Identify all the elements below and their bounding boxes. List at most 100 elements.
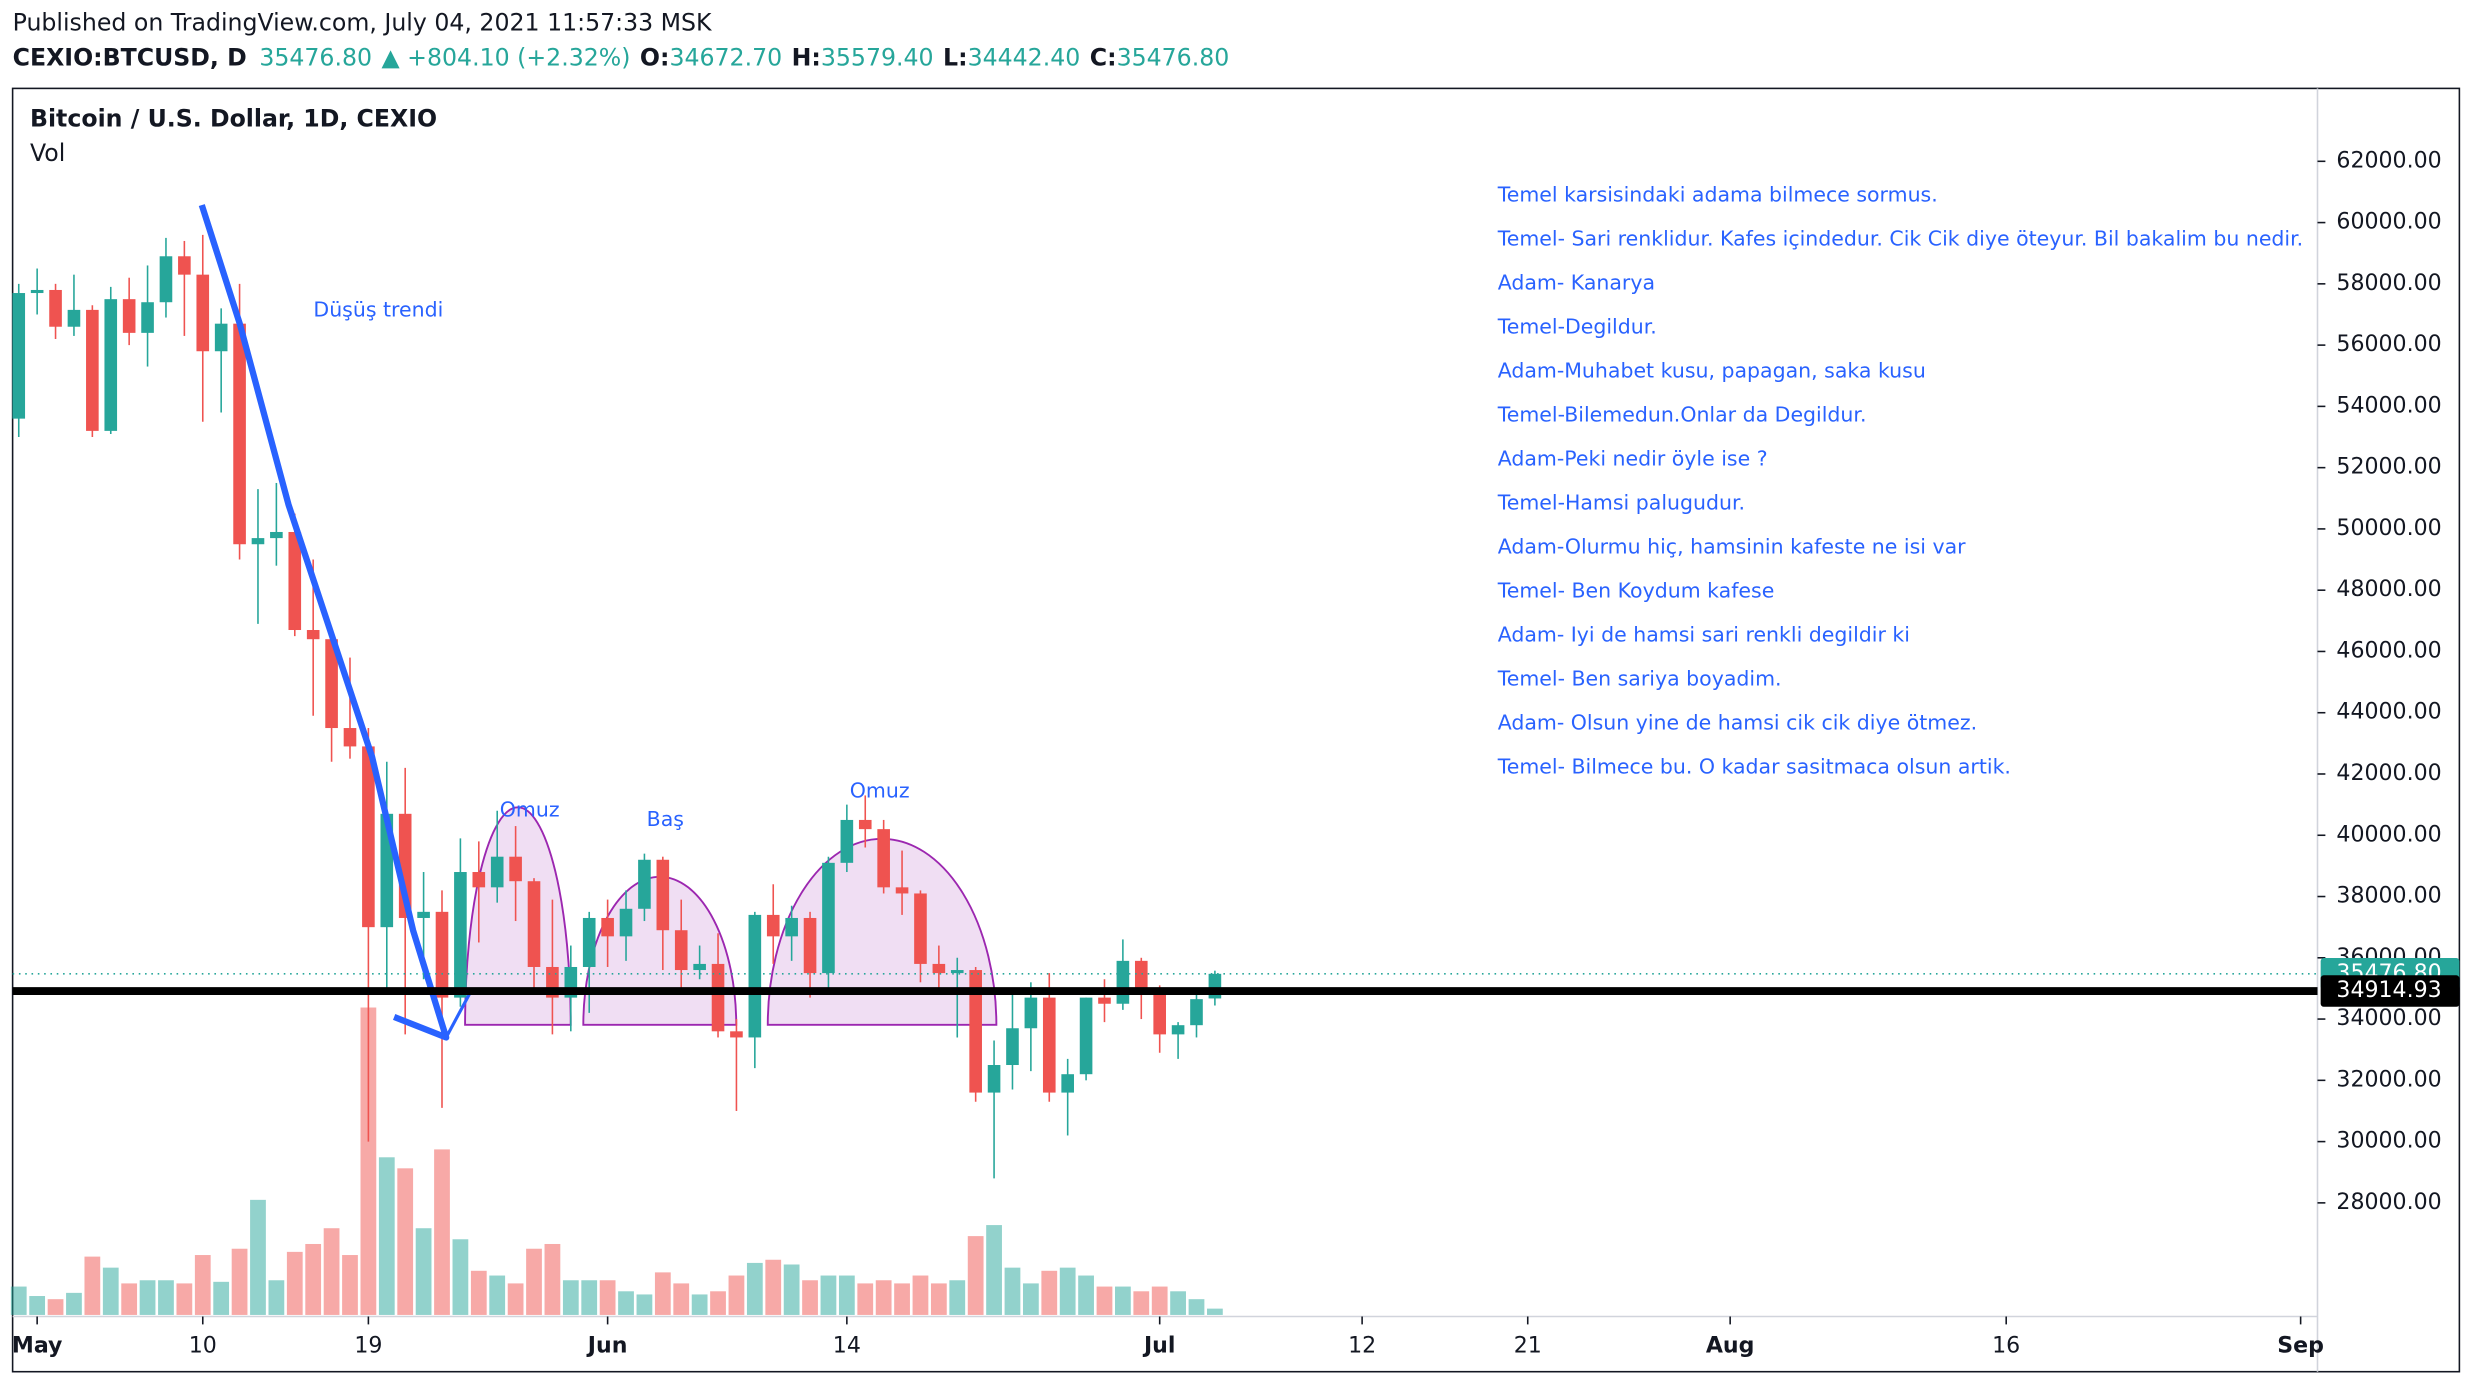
volume-bar: [728, 1275, 745, 1315]
x-tick-label: Jun: [586, 1333, 628, 1358]
volume-bar: [894, 1283, 910, 1315]
x-tick-label: Jul: [1142, 1333, 1175, 1358]
candle-body: [1098, 997, 1111, 1004]
chart-frame: [11, 87, 2461, 1373]
x-tick-label: 12: [1348, 1333, 1376, 1358]
candle-body: [67, 309, 81, 327]
y-tick-label: 50000.00: [2336, 516, 2441, 541]
x-tick-label: Aug: [1706, 1333, 1755, 1358]
candle-body: [270, 531, 283, 539]
pattern-label: Düşüş trendi: [313, 298, 443, 322]
candle-body: [822, 862, 835, 974]
ohlc-key: L:: [943, 43, 968, 71]
y-tick-label: 58000.00: [2336, 271, 2441, 296]
volume-bar: [710, 1291, 726, 1315]
candle-body: [711, 963, 725, 1032]
volume-bar: [1133, 1291, 1150, 1315]
candle-body: [472, 872, 486, 888]
pattern-label: Omuz: [850, 779, 910, 803]
annotation-line: Temel- Ben Koydum kafese: [1497, 578, 1775, 602]
candles: [10, 234, 1223, 1315]
volume-bar: [673, 1283, 690, 1315]
candle-body: [417, 911, 430, 918]
candle-body: [1153, 988, 1166, 1035]
candle-body: [1134, 960, 1148, 989]
candle-body: [601, 917, 614, 937]
candle-body: [343, 728, 357, 747]
ohlc-value: 34442.40: [968, 43, 1081, 71]
candle-body: [785, 917, 798, 937]
pattern-label: Baş: [647, 807, 684, 831]
volume-bar: [544, 1243, 561, 1315]
ohlc-value: 35579.40: [821, 43, 934, 71]
x-tick-label: 19: [354, 1333, 382, 1358]
x-tick-label: 21: [1514, 1333, 1542, 1358]
volume-bar: [286, 1251, 303, 1315]
volume-bar: [1188, 1299, 1205, 1315]
candle-body: [1042, 997, 1056, 1093]
y-tick-label: 38000.00: [2336, 884, 2441, 909]
volume-bar: [1041, 1270, 1058, 1315]
candle-body: [454, 872, 467, 998]
last-price: 35476.80: [259, 43, 372, 71]
candle-body: [1116, 960, 1130, 1004]
volume-bar: [66, 1292, 82, 1315]
volume-bar: [949, 1280, 966, 1315]
ohlc-key: C:: [1090, 43, 1117, 71]
volume-bar: [176, 1283, 193, 1315]
candle-body: [1079, 997, 1093, 1075]
volume-bar: [470, 1270, 487, 1315]
volume-bar: [84, 1256, 101, 1315]
y-tick-label: 40000.00: [2336, 822, 2441, 847]
annotation-line: Temel-Degildur.: [1497, 315, 1657, 339]
candle-body: [306, 630, 320, 640]
price-label-box: [2320, 975, 2460, 1007]
x-tick-label: May: [12, 1333, 63, 1358]
volume-bar: [342, 1255, 358, 1315]
candle-body: [527, 881, 541, 967]
candle-body: [693, 963, 706, 971]
y-tick-label: 28000.00: [2336, 1190, 2441, 1215]
candle-body: [674, 930, 688, 971]
x-tick-label: 16: [1992, 1333, 2020, 1358]
y-tick-label: 60000.00: [2336, 210, 2441, 235]
candle-body: [12, 293, 26, 419]
candle-body: [803, 917, 817, 974]
annotation-line: Temel- Bilmece bu. O kadar sasitmaca ols…: [1497, 754, 2011, 778]
candle-body: [159, 256, 173, 303]
volume-bar: [489, 1275, 506, 1315]
volume-bar: [10, 1286, 27, 1315]
y-tick-label: 54000.00: [2336, 393, 2441, 418]
candle-body: [122, 299, 136, 333]
trend-arrow: [444, 992, 472, 1039]
annotation-line: Adam-Peki nedir öyle ise ?: [1498, 447, 1768, 471]
y-tick-label: 62000.00: [2336, 148, 2441, 173]
x-tick-label: Sep: [2277, 1333, 2324, 1358]
volume-bar: [526, 1248, 542, 1315]
volume-bar: [581, 1280, 598, 1315]
volume-bar: [1059, 1267, 1076, 1315]
y-tick-label: 44000.00: [2336, 700, 2441, 725]
candle-body: [766, 914, 780, 937]
y-tick-label: 32000.00: [2336, 1067, 2441, 1092]
ohlc-value: 35476.80: [1117, 43, 1230, 71]
y-tick-label: 34000.00: [2336, 1006, 2441, 1031]
legend-title: Bitcoin / U.S. Dollar, 1D, CEXIO: [30, 104, 437, 132]
volume-bar: [636, 1294, 653, 1315]
annotation-line: Temel karsisindaki adama bilmece sormus.: [1497, 183, 1938, 207]
y-tick-label: 42000.00: [2336, 761, 2441, 786]
candle-body: [1024, 997, 1038, 1029]
volume-bar: [47, 1299, 64, 1315]
annotation-line: Adam- Iyi de hamsi sari renkli degildir …: [1498, 622, 1910, 646]
volume-bar: [323, 1228, 340, 1315]
symbol: CEXIO:BTCUSD, D: [13, 43, 247, 71]
candle-body: [49, 289, 62, 327]
volume-bar: [213, 1281, 230, 1315]
candle-body: [1006, 1028, 1019, 1066]
price-label: 34914.93: [2336, 978, 2441, 1003]
annotation-line: Adam-Muhabet kusu, papagan, saka kusu: [1498, 359, 1926, 383]
annotation-line: Temel-Hamsi palugudur.: [1497, 491, 1745, 515]
volume-bar: [857, 1283, 874, 1315]
candle-body: [104, 299, 118, 431]
candle-body: [582, 917, 596, 967]
